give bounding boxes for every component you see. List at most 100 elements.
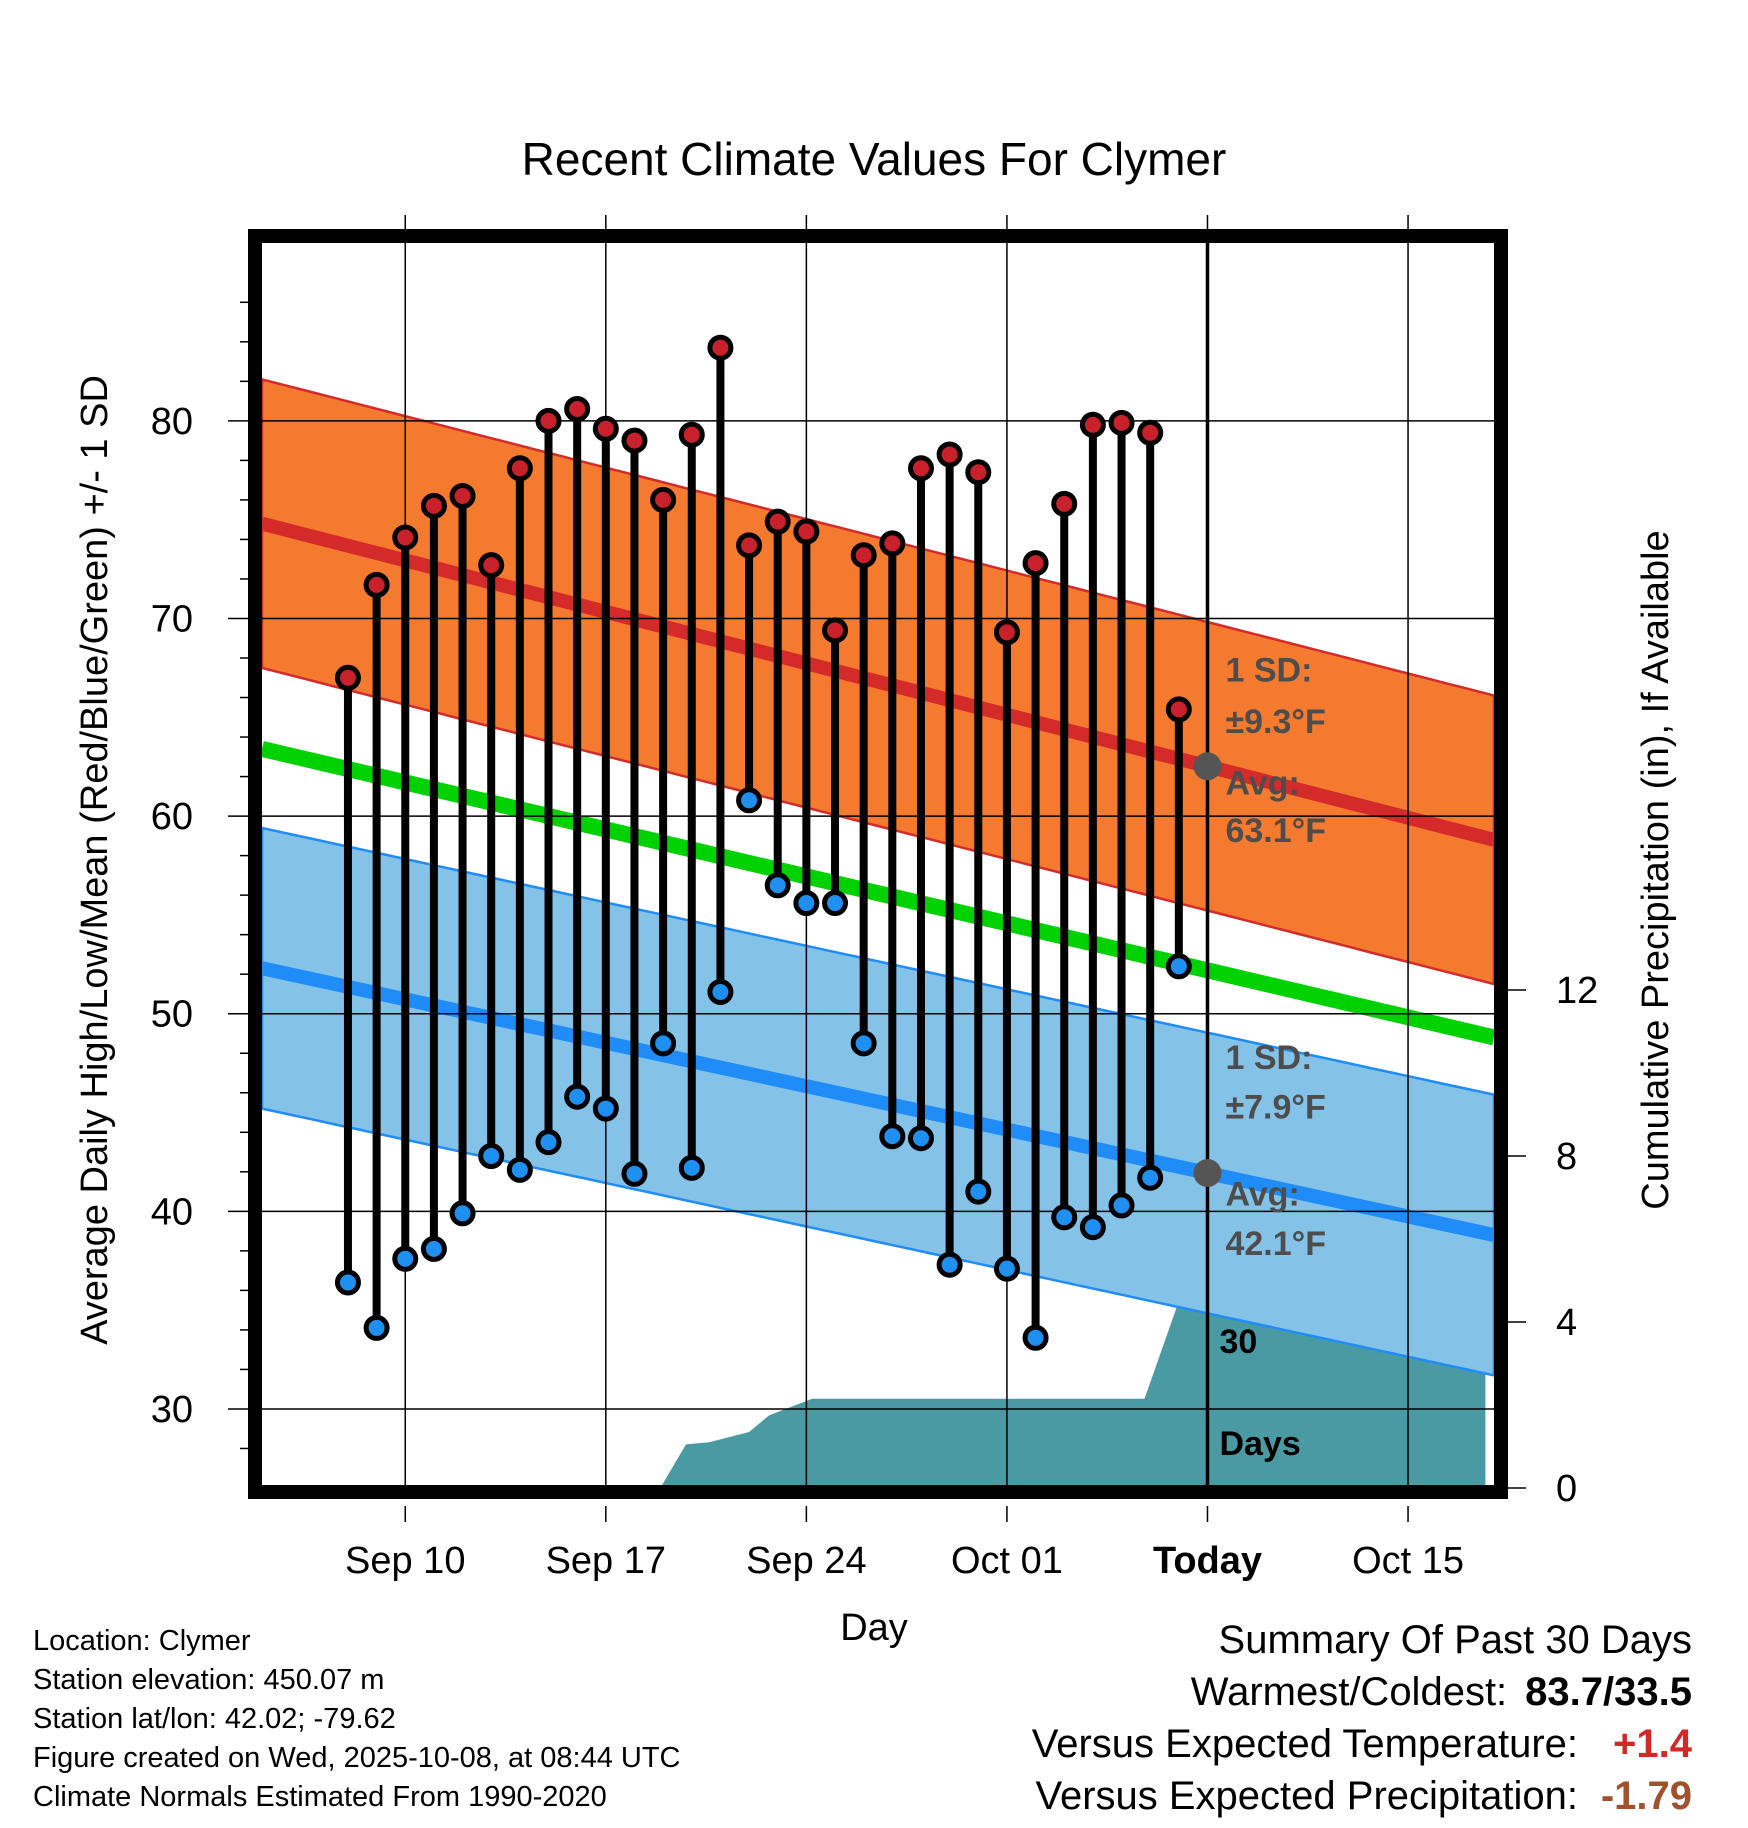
y-axis-label: Average Daily High/Low/Mean (Red/Blue/Gr… bbox=[74, 375, 116, 1345]
chart-title: Recent Climate Values For Clymer bbox=[522, 133, 1227, 185]
daily-high-point bbox=[850, 542, 877, 569]
precip-area bbox=[660, 1301, 1486, 1488]
daily-high-point bbox=[1137, 419, 1164, 446]
daily-high-point bbox=[1165, 696, 1192, 723]
daily-high-point bbox=[506, 455, 533, 482]
daily-low-point bbox=[1051, 1204, 1078, 1231]
daily-low-point bbox=[936, 1251, 963, 1278]
period-number-label: 30 bbox=[1219, 1323, 1257, 1361]
summary-warmest-row: Warmest/Coldest: 83.7/33.5 bbox=[1032, 1666, 1692, 1718]
daily-high-point bbox=[822, 617, 849, 644]
daily-low-point bbox=[793, 890, 820, 917]
daily-low-point bbox=[478, 1143, 505, 1169]
y2-tick-label: 8 bbox=[1556, 1136, 1577, 1178]
daily-high-point bbox=[764, 508, 791, 535]
normal-low-line bbox=[262, 961, 1494, 1242]
low-avg-label: Avg: bbox=[1225, 1175, 1299, 1213]
info-location: Location: Clymer bbox=[33, 1625, 251, 1657]
y-tick-label: 70 bbox=[151, 598, 193, 640]
daily-high-point bbox=[363, 571, 390, 598]
daily-low-point bbox=[650, 1030, 677, 1057]
daily-high-point bbox=[993, 619, 1020, 646]
summary-temp-row: Versus Expected Temperature: +1.4 bbox=[1032, 1718, 1692, 1770]
daily-high-point bbox=[793, 518, 820, 545]
daily-low-point bbox=[1137, 1164, 1164, 1191]
daily-high-point bbox=[535, 407, 562, 434]
summary-precip-label: Versus Expected Precipitation: bbox=[1035, 1774, 1578, 1818]
summary-temp-value: +1.4 bbox=[1613, 1722, 1692, 1766]
daily-low-point bbox=[993, 1255, 1020, 1282]
y-tick-label: 40 bbox=[151, 1191, 193, 1233]
info-normals: Climate Normals Estimated From 1990-2020 bbox=[33, 1781, 607, 1813]
daily-low-point bbox=[1108, 1192, 1135, 1219]
x-tick-label: Sep 17 bbox=[546, 1540, 666, 1582]
info-created: Figure created on Wed, 2025-10-08, at 08… bbox=[33, 1742, 681, 1774]
high-avg-value: 63.1°F bbox=[1225, 812, 1326, 850]
y-tick-label: 60 bbox=[151, 796, 193, 838]
today-high-avg-marker bbox=[1193, 752, 1222, 781]
daily-low-point bbox=[564, 1083, 591, 1110]
daily-high-point bbox=[936, 441, 963, 468]
daily-high-point bbox=[392, 524, 419, 551]
daily-low-point bbox=[363, 1314, 390, 1341]
plot-area: 1 SD: ±9.3°F Avg: 63.1°F 1 SD: ±7.9°F Avg: 42.1… bbox=[262, 243, 1494, 1488]
daily-high-point bbox=[420, 492, 447, 519]
daily-low-point bbox=[678, 1154, 705, 1181]
daily-low-point bbox=[449, 1200, 476, 1227]
daily-low-point bbox=[707, 978, 734, 1005]
daily-high-point bbox=[1079, 411, 1106, 438]
daily-low-point bbox=[1079, 1214, 1106, 1241]
daily-high-point bbox=[478, 552, 505, 579]
period-unit-label: Days bbox=[1219, 1425, 1300, 1463]
summary-precip-value: -1.79 bbox=[1600, 1774, 1692, 1818]
low-sd-label: 1 SD: bbox=[1225, 1039, 1312, 1077]
daily-low-point bbox=[1022, 1324, 1049, 1351]
y-tick-label: 80 bbox=[151, 401, 193, 443]
daily-high-point bbox=[1108, 409, 1135, 436]
y2-tick-label: 4 bbox=[1556, 1302, 1577, 1344]
summary-precip-row: Versus Expected Precipitation: -1.79 bbox=[1032, 1770, 1692, 1822]
daily-high-point bbox=[621, 427, 648, 454]
info-latlon: Station lat/lon: 42.02; -79.62 bbox=[33, 1703, 396, 1735]
daily-low-point bbox=[592, 1095, 619, 1122]
y-tick-label: 30 bbox=[151, 1389, 193, 1431]
normal-high-line bbox=[262, 516, 1494, 847]
daily-high-point bbox=[907, 455, 934, 482]
daily-high-point bbox=[965, 459, 992, 486]
daily-low-point bbox=[907, 1125, 934, 1152]
daily-low-point bbox=[621, 1160, 648, 1187]
y2-axis-label: Cumulative Precipitation (in), If Availa… bbox=[1635, 530, 1677, 1209]
x-axis-label: Day bbox=[840, 1607, 908, 1649]
daily-low-point bbox=[822, 890, 849, 917]
summary-temp-label: Versus Expected Temperature: bbox=[1031, 1722, 1578, 1766]
daily-low-point bbox=[535, 1129, 562, 1156]
daily-high-point bbox=[678, 421, 705, 448]
daily-low-point bbox=[736, 787, 763, 814]
x-tick-label: Oct 15 bbox=[1352, 1540, 1464, 1582]
daily-high-point bbox=[334, 664, 361, 691]
daily-low-point bbox=[764, 872, 791, 899]
x-tick-label: Sep 10 bbox=[345, 1540, 465, 1582]
daily-low-point bbox=[334, 1269, 361, 1296]
daily-high-point bbox=[707, 334, 734, 361]
daily-high-point bbox=[650, 486, 677, 513]
today-low-avg-marker bbox=[1193, 1159, 1222, 1188]
high-avg-label: Avg: bbox=[1225, 764, 1299, 802]
summary-warmest-label: Warmest/Coldest: bbox=[1190, 1670, 1508, 1714]
daily-low-point bbox=[850, 1030, 877, 1057]
daily-low-point bbox=[965, 1178, 992, 1205]
daily-low-point bbox=[392, 1245, 419, 1272]
station-info: Location: Clymer Station elevation: 450.… bbox=[33, 1622, 681, 1817]
summary-title: Summary Of Past 30 Days bbox=[1218, 1618, 1692, 1662]
summary-panel: Summary Of Past 30 Days Warmest/Coldest:… bbox=[1032, 1614, 1692, 1822]
y2-tick-label: 0 bbox=[1556, 1468, 1577, 1510]
low-avg-value: 42.1°F bbox=[1225, 1225, 1326, 1263]
info-elevation: Station elevation: 450.07 m bbox=[33, 1664, 385, 1696]
summary-warmest-value: 83.7/33.5 bbox=[1525, 1670, 1692, 1714]
y-tick-label: 50 bbox=[151, 994, 193, 1036]
plot-frame bbox=[248, 229, 1508, 1499]
daily-high-point bbox=[564, 396, 591, 422]
x-tick-label: Sep 24 bbox=[746, 1540, 866, 1582]
y2-tick-label: 12 bbox=[1556, 970, 1598, 1012]
